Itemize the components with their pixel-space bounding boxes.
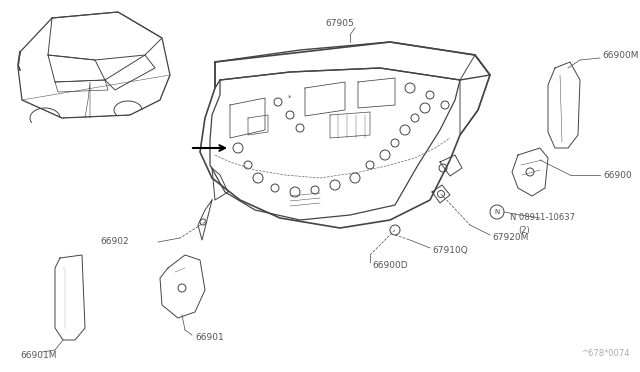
Text: (2): (2) bbox=[518, 225, 530, 234]
Text: ^678*0074: ^678*0074 bbox=[582, 349, 630, 358]
Text: 66900M: 66900M bbox=[602, 51, 639, 60]
Text: 66901: 66901 bbox=[195, 334, 224, 343]
Text: 67905: 67905 bbox=[326, 19, 355, 29]
Text: 67920M: 67920M bbox=[492, 234, 529, 243]
Text: N: N bbox=[494, 209, 500, 215]
Text: N 08911-10637: N 08911-10637 bbox=[510, 214, 575, 222]
Text: 66902: 66902 bbox=[100, 237, 129, 247]
Text: 66901M: 66901M bbox=[20, 350, 56, 359]
Text: 66900: 66900 bbox=[603, 170, 632, 180]
Text: 66900D: 66900D bbox=[372, 260, 408, 269]
Text: 67910Q: 67910Q bbox=[432, 246, 468, 254]
Text: *: * bbox=[288, 95, 292, 101]
